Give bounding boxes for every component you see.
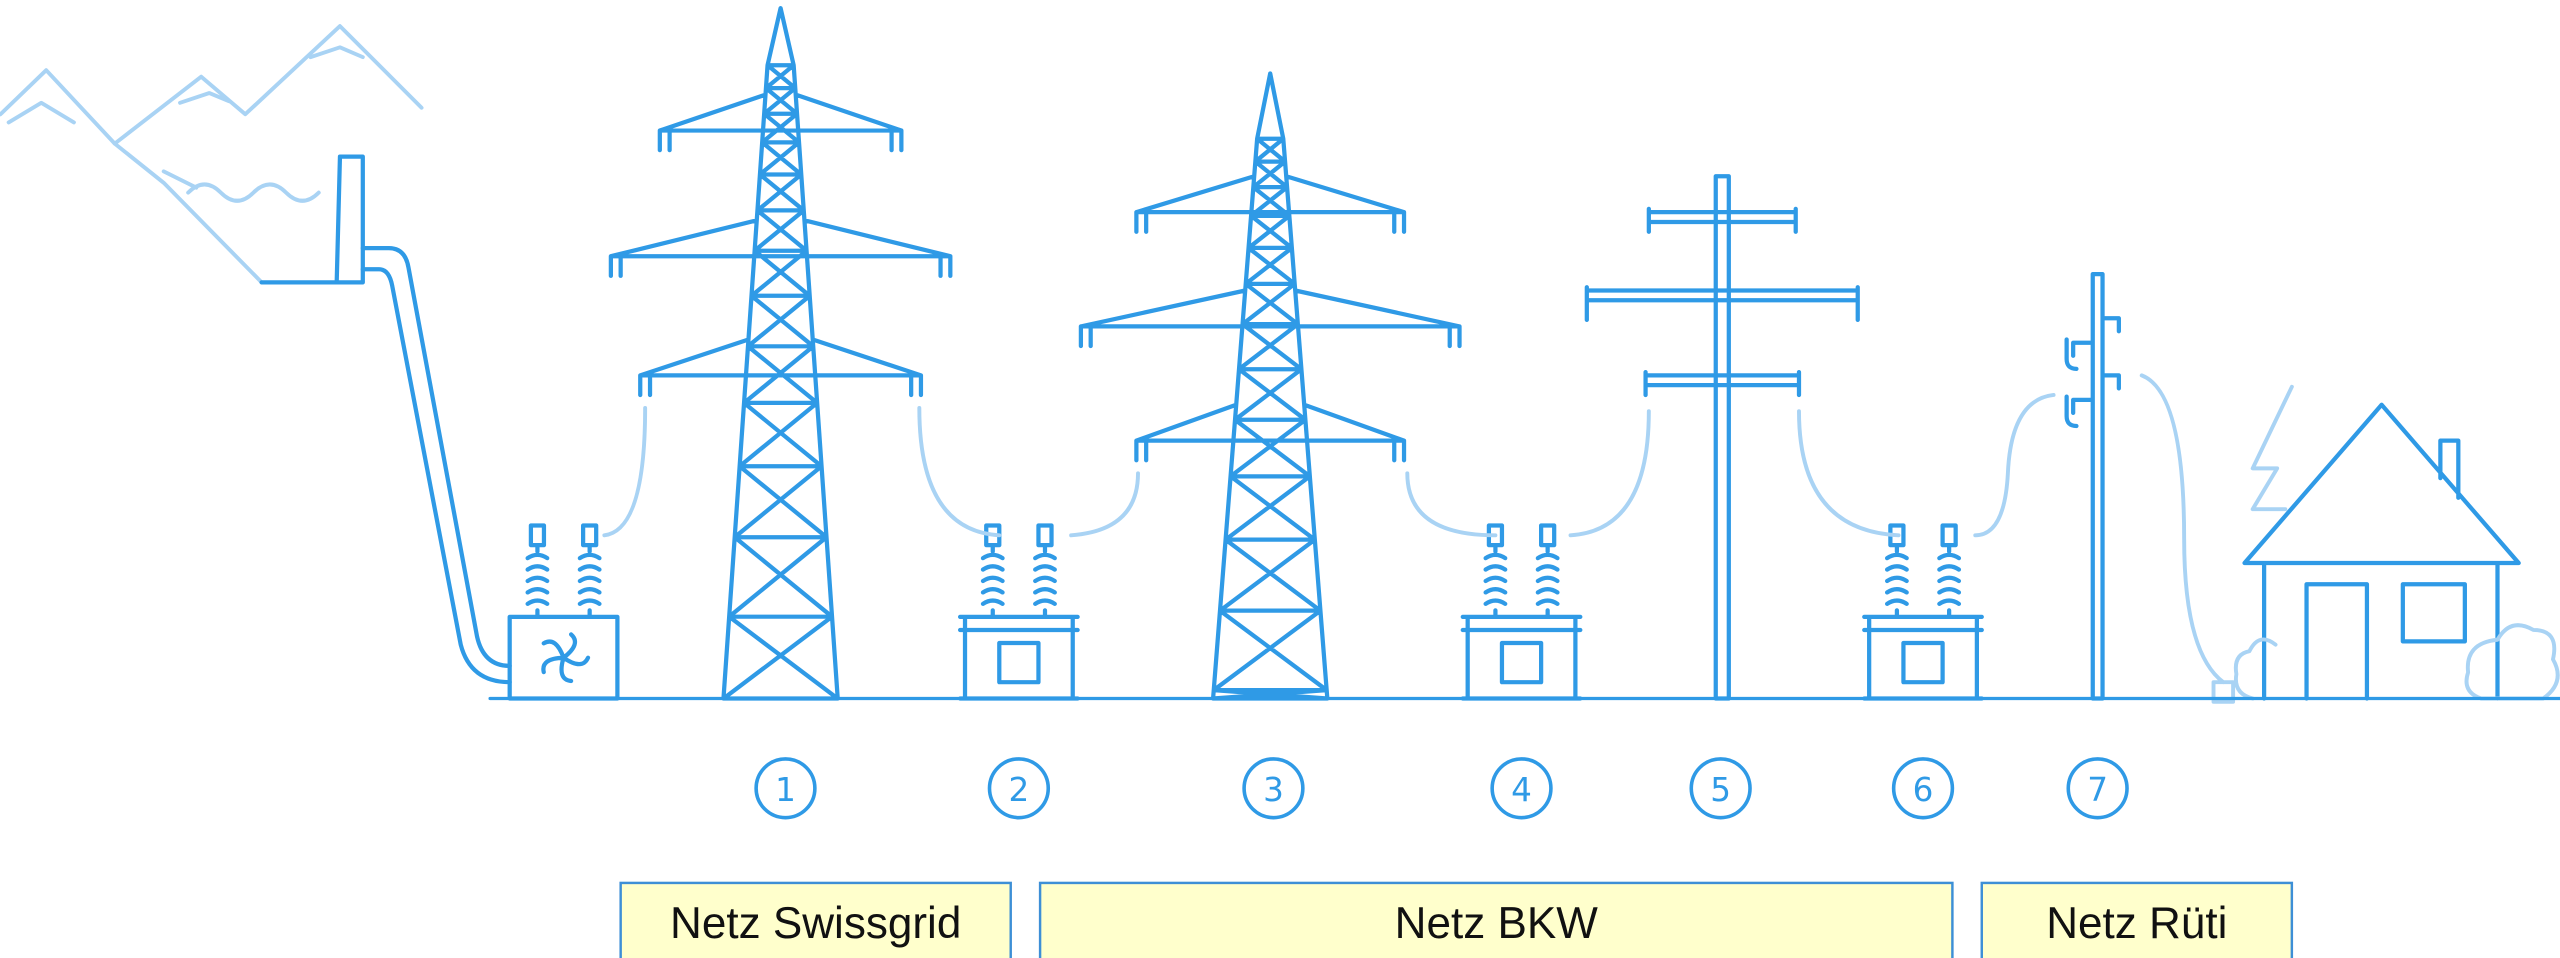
step-number: 1 bbox=[775, 771, 796, 809]
valley bbox=[115, 144, 262, 283]
pole-5 bbox=[1587, 176, 1858, 698]
pipe bbox=[363, 248, 510, 682]
illustration bbox=[0, 8, 2559, 702]
mountains bbox=[0, 26, 421, 144]
tower-1 bbox=[611, 8, 950, 698]
step-number: 7 bbox=[2087, 771, 2108, 809]
pole-7 bbox=[2067, 274, 2119, 698]
diagram: 1 2 3 4 5 6 7 Netz Swissgrid Netz BKW Netz Rüti bbox=[0, 0, 2560, 958]
network-label: Netz Rüti bbox=[2046, 899, 2227, 948]
page: 1234567Netz SwissgridNetz BKWNetz Rüti (… bbox=[0, 0, 2560, 958]
tower-3 bbox=[1081, 73, 1460, 698]
transformer-6 bbox=[1864, 526, 1982, 699]
step-number: 6 bbox=[1913, 771, 1934, 809]
dam bbox=[262, 157, 363, 283]
house bbox=[2245, 405, 2519, 699]
step-number: 5 bbox=[1710, 771, 1731, 809]
network-label: Netz Swissgrid bbox=[670, 899, 961, 948]
step-number: 3 bbox=[1263, 771, 1284, 809]
water bbox=[188, 184, 319, 200]
transformer-4 bbox=[1463, 526, 1581, 699]
generator-transformer bbox=[510, 526, 618, 699]
labels: 1 2 3 4 5 6 7 Netz Swissgrid Netz BKW Netz Rüti bbox=[621, 759, 2292, 958]
tree bbox=[2253, 387, 2292, 509]
step-number: 2 bbox=[1008, 771, 1029, 809]
transformer-2 bbox=[960, 526, 1078, 699]
network-label: Netz BKW bbox=[1395, 899, 1599, 948]
step-number: 4 bbox=[1511, 771, 1532, 809]
